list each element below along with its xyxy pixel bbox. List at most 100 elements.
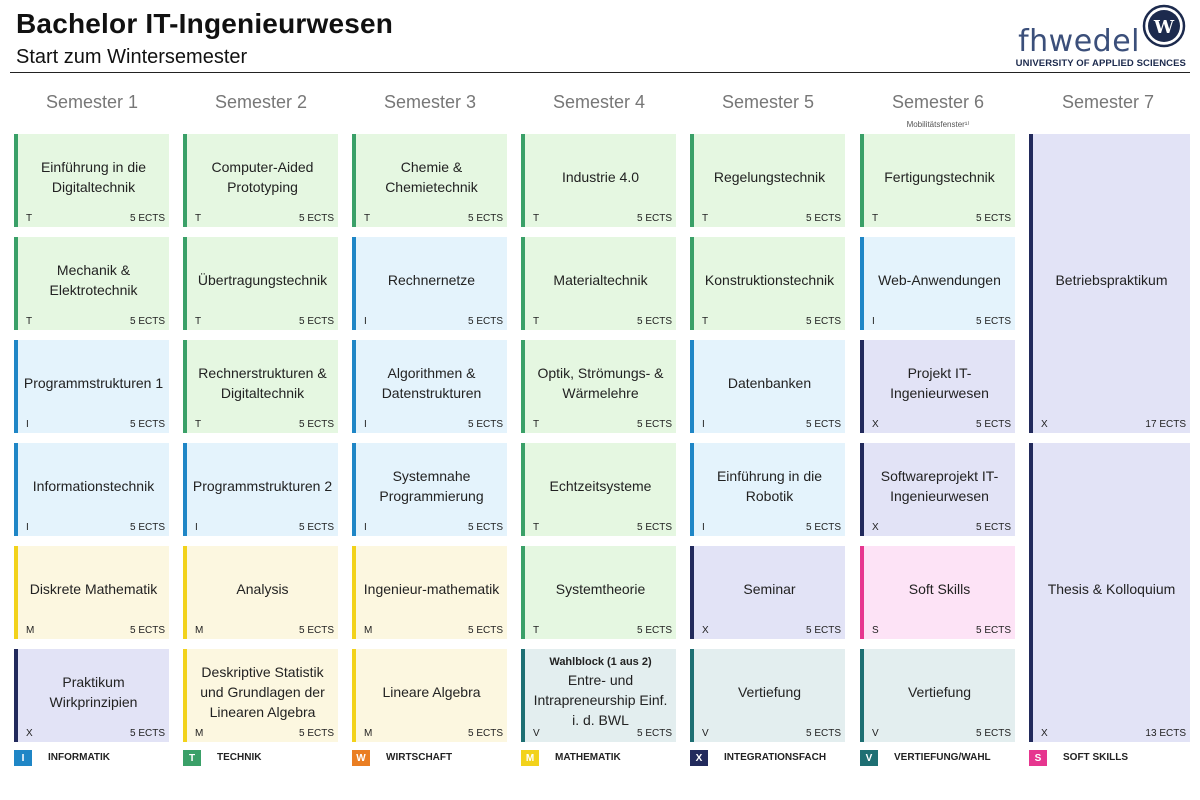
module-card[interactable]: Computer-Aided Prototyping T 5 ECTS: [183, 134, 338, 227]
module-ects: 5 ECTS: [298, 728, 334, 739]
logo-tagline: UNIVERSITY OF APPLIED SCIENCES: [1015, 58, 1186, 69]
module-card[interactable]: Thesis & Kolloquium X 13 ECTS: [1029, 443, 1190, 742]
module-card[interactable]: Diskrete Mathematik M 5 ECTS: [14, 546, 169, 639]
fh-wedel-logo: fhwedel W UNIVERSITY OF APPLIED SCIENCES: [996, 4, 1186, 72]
module-name-box: Wahlblock (1 aus 2) Entre- und Intraprene…: [525, 656, 676, 728]
module-card[interactable]: Systemnahe Programmierung I 5 ECTS: [352, 443, 507, 536]
module-card[interactable]: Einführung in die Digitaltechnik T 5 ECTS: [14, 134, 169, 227]
module-name: Rechnernetze: [387, 271, 476, 288]
module-card[interactable]: Betriebspraktikum X 17 ECTS: [1029, 134, 1190, 433]
module-name-box: Diskrete Mathematik: [18, 556, 169, 621]
module-name-box: Lineare Algebra: [356, 659, 507, 724]
module-category: V: [872, 728, 879, 739]
module-card[interactable]: Konstruktionstechnik T 5 ECTS: [690, 237, 845, 330]
module-name: Mechanik & Elektrotechnik: [49, 261, 138, 298]
legend-swatch: M: [521, 750, 539, 766]
module-ects: 17 ECTS: [1145, 419, 1186, 430]
semester-header: Semester 6: [891, 92, 985, 112]
module-name-box: Deskriptive Statistik und Grundlagen der…: [187, 659, 338, 724]
legend-label: VERTIEFUNG/WAHL: [894, 752, 991, 763]
module-card[interactable]: Praktikum Wirkprinzipien X 5 ECTS: [14, 649, 169, 742]
module-card[interactable]: Wahlblock (1 aus 2) Entre- und Intraprene…: [521, 649, 676, 742]
module-card[interactable]: Materialtechnik T 5 ECTS: [521, 237, 676, 330]
module-name-box: Konstruktionstechnik: [694, 247, 845, 312]
module-name: Softwareprojekt IT-Ingenieurwesen: [880, 467, 999, 504]
page-subtitle: Start zum Wintersemester: [16, 46, 248, 68]
module-ects: 5 ECTS: [805, 625, 841, 636]
module-card[interactable]: Algorithmen & Datenstrukturen I 5 ECTS: [352, 340, 507, 433]
module-category: I: [872, 316, 875, 327]
module-ects: 5 ECTS: [636, 728, 672, 739]
module-card[interactable]: Datenbanken I 5 ECTS: [690, 340, 845, 433]
module-card[interactable]: Chemie & Chemietechnik T 5 ECTS: [352, 134, 507, 227]
module-category: T: [533, 419, 540, 430]
module-name-box: Systemnahe Programmierung: [356, 453, 507, 518]
semester-header: Semester 2: [214, 92, 308, 112]
module-card[interactable]: Seminar X 5 ECTS: [690, 546, 845, 639]
module-card[interactable]: Regelungstechnik T 5 ECTS: [690, 134, 845, 227]
legend-label: INTEGRATIONSFACH: [724, 752, 827, 763]
module-card[interactable]: Lineare Algebra M 5 ECTS: [352, 649, 507, 742]
module-name-box: Einführung in die Robotik: [694, 453, 845, 518]
module-card[interactable]: Fertigungstechnik T 5 ECTS: [860, 134, 1015, 227]
module-name-box: Fertigungstechnik: [864, 144, 1015, 209]
module-card[interactable]: Echtzeitsysteme T 5 ECTS: [521, 443, 676, 536]
module-ects: 5 ECTS: [636, 522, 672, 533]
module-card[interactable]: Deskriptive Statistik und Grundlagen der…: [183, 649, 338, 742]
module-card[interactable]: Soft Skills S 5 ECTS: [860, 546, 1015, 639]
module-category: T: [195, 316, 202, 327]
module-category: V: [533, 728, 540, 739]
module-card[interactable]: Softwareprojekt IT-Ingenieurwesen X 5 ECTS: [860, 443, 1015, 536]
module-category: I: [364, 316, 367, 327]
module-category: I: [26, 419, 29, 430]
module-card[interactable]: Übertragungstechnik T 5 ECTS: [183, 237, 338, 330]
module-ects: 5 ECTS: [975, 728, 1011, 739]
module-card[interactable]: Web-Anwendungen I 5 ECTS: [860, 237, 1015, 330]
module-category: T: [533, 213, 540, 224]
module-card[interactable]: Programmstrukturen 1 I 5 ECTS: [14, 340, 169, 433]
module-card[interactable]: Optik, Strömungs- & Wärmelehre T 5 ECTS: [521, 340, 676, 433]
module-name: Systemnahe Programmierung: [379, 467, 484, 504]
module-name: Übertragungstechnik: [197, 271, 328, 288]
module-name-box: Materialtechnik: [525, 247, 676, 312]
module-card[interactable]: Analysis M 5 ECTS: [183, 546, 338, 639]
module-note: Wahlblock (1 aus 2): [549, 655, 652, 668]
module-ects: 5 ECTS: [636, 213, 672, 224]
module-card[interactable]: Vertiefung V 5 ECTS: [860, 649, 1015, 742]
module-category: I: [702, 419, 705, 430]
module-name: Informationstechnik: [32, 477, 155, 494]
module-category: M: [364, 625, 373, 636]
legend-label: TECHNIK: [217, 752, 262, 763]
module-card[interactable]: Rechnerstrukturen & Digitaltechnik T 5 ECT…: [183, 340, 338, 433]
legend-label: INFORMATIK: [48, 752, 111, 763]
module-card[interactable]: Informationstechnik I 5 ECTS: [14, 443, 169, 536]
module-ects: 5 ECTS: [129, 213, 165, 224]
module-ects: 5 ECTS: [298, 419, 334, 430]
module-category: X: [702, 625, 709, 636]
module-ects: 5 ECTS: [129, 522, 165, 533]
module-ects: 5 ECTS: [129, 728, 165, 739]
module-name-box: Programmstrukturen 2: [187, 453, 338, 518]
module-card[interactable]: Ingenieur-mathematik M 5 ECTS: [352, 546, 507, 639]
module-card[interactable]: Industrie 4.0 T 5 ECTS: [521, 134, 676, 227]
module-name-box: Chemie & Chemietechnik: [356, 144, 507, 209]
module-name-box: Vertiefung: [694, 659, 845, 724]
semester-header: Semester 5: [721, 92, 815, 112]
module-name: Praktikum Wirkprinzipien: [49, 673, 138, 710]
module-name: Computer-Aided Prototyping: [211, 158, 314, 195]
module-name: Konstruktionstechnik: [704, 271, 835, 288]
module-card[interactable]: Programmstrukturen 2 I 5 ECTS: [183, 443, 338, 536]
module-category: X: [872, 419, 879, 430]
module-card[interactable]: Mechanik & Elektrotechnik T 5 ECTS: [14, 237, 169, 330]
module-name-box: Betriebspraktikum: [1033, 144, 1190, 415]
module-name: Chemie & Chemietechnik: [385, 158, 478, 195]
module-name-box: Datenbanken: [694, 350, 845, 415]
module-name-box: Seminar: [694, 556, 845, 621]
module-card[interactable]: Rechnernetze I 5 ECTS: [352, 237, 507, 330]
module-name: Vertiefung: [907, 683, 972, 700]
module-card[interactable]: Projekt IT-Ingenieurwesen X 5 ECTS: [860, 340, 1015, 433]
module-card[interactable]: Einführung in die Robotik I 5 ECTS: [690, 443, 845, 536]
module-card[interactable]: Systemtheorie T 5 ECTS: [521, 546, 676, 639]
module-category: S: [872, 625, 879, 636]
module-card[interactable]: Vertiefung V 5 ECTS: [690, 649, 845, 742]
